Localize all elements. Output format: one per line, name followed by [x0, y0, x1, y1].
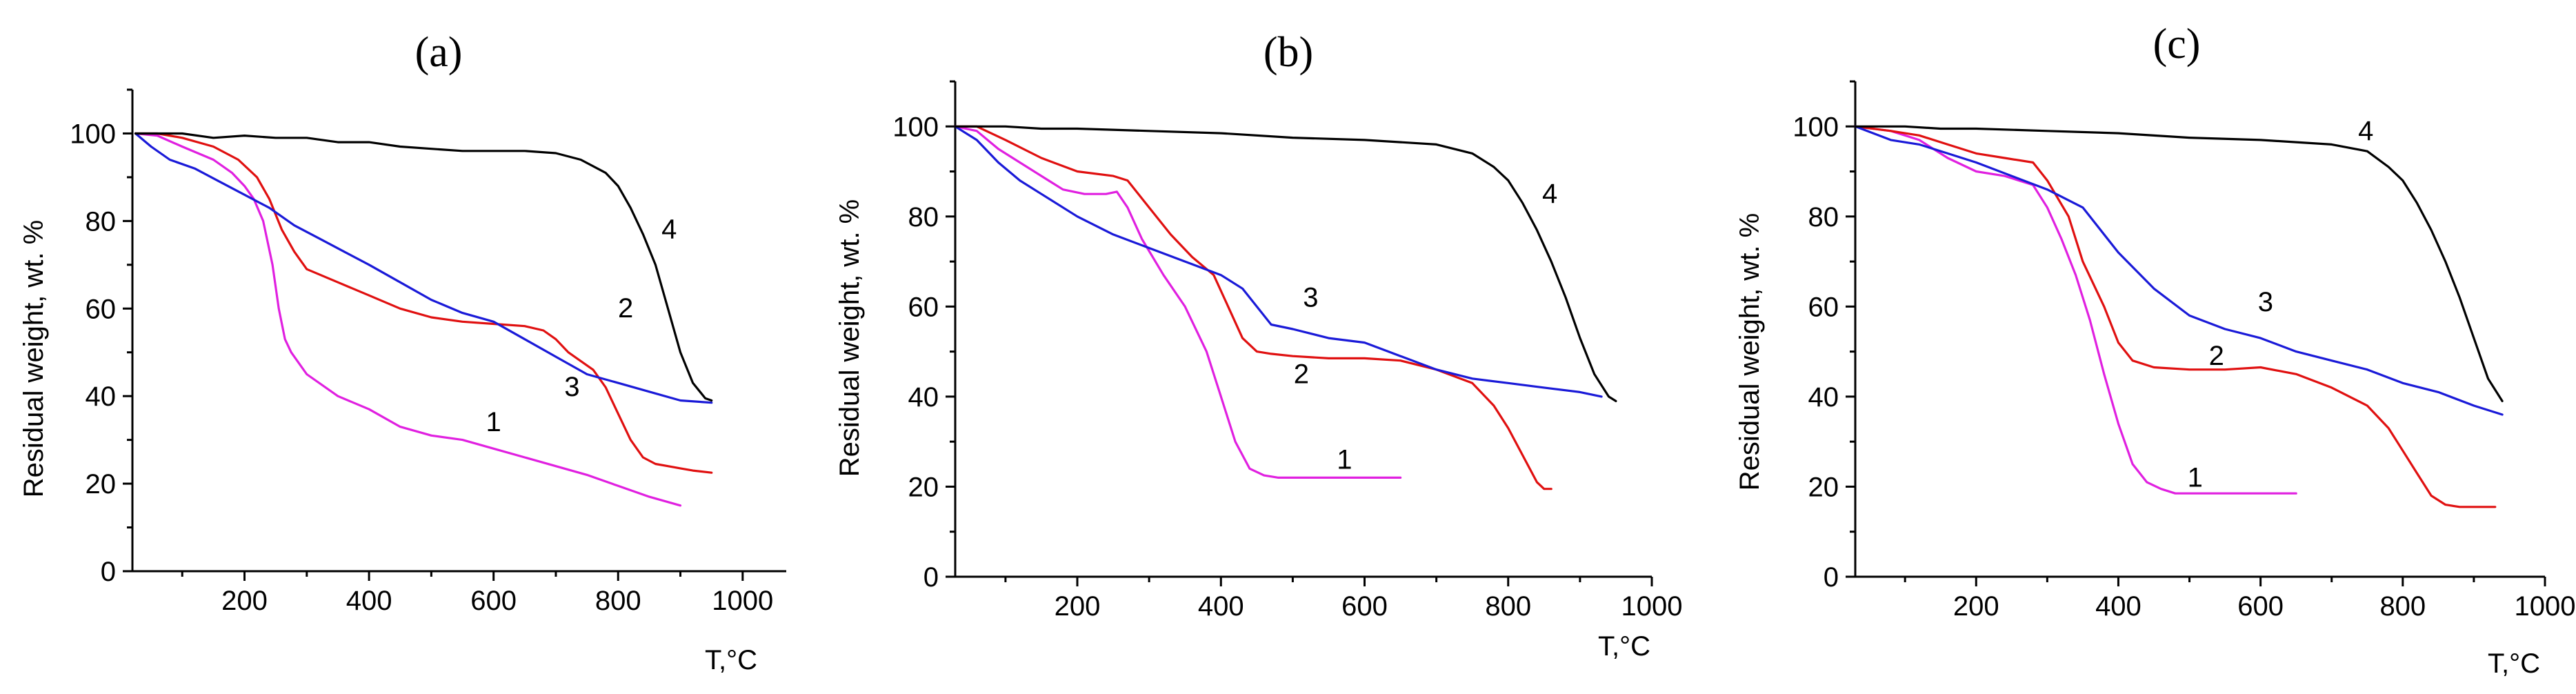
curve-label-4: 4	[2358, 116, 2373, 146]
y-tick-label: 40	[908, 382, 939, 413]
y-axis-title: Residual weight, wt. %	[19, 220, 49, 497]
x-axis-title: T,°C	[705, 645, 757, 675]
curve-label-1: 1	[486, 407, 501, 437]
curve-label-4: 4	[1542, 179, 1557, 209]
x-tick-label: 400	[346, 586, 392, 616]
y-tick-label: 80	[86, 206, 117, 237]
panel-c: (c) 200 400 600 800 1000 0 20 40 60 80 100 Residual …	[1735, 21, 2575, 679]
x-tick-label: 1000	[2515, 591, 2576, 622]
y-axis-title: Residual weight, wt. %	[835, 199, 865, 477]
curve-label-1: 1	[1337, 444, 1352, 475]
x-tick-label: 800	[2379, 591, 2426, 622]
x-axis-title: T,°C	[2488, 648, 2540, 679]
curve-label-2: 2	[618, 293, 633, 324]
x-tick-label: 600	[2237, 591, 2284, 622]
panel-title: (b)	[1264, 29, 1313, 76]
x-tick-label: 200	[1055, 591, 1101, 622]
series-line-4	[954, 125, 1617, 403]
curve-label-3: 3	[564, 372, 579, 402]
curve-label-3: 3	[1303, 282, 1318, 313]
series-line-1	[1854, 125, 2297, 495]
y-tick-label: 100	[1793, 112, 1839, 142]
x-tick-label: 400	[2095, 591, 2141, 622]
x-tick-label: 1000	[1621, 591, 1683, 622]
x-tick-label: 600	[470, 586, 517, 616]
x-tick-label: 200	[221, 586, 268, 616]
series-line-4	[1854, 125, 2504, 403]
y-tick-label: 80	[908, 202, 939, 232]
y-tick-label: 0	[101, 557, 116, 587]
series-line-2	[954, 125, 1552, 490]
x-tick-label: 1000	[712, 586, 773, 616]
curve-label-1: 1	[2188, 462, 2203, 493]
series-line-1	[134, 132, 682, 507]
y-tick-label: 100	[70, 119, 116, 149]
series-line-3	[954, 125, 1603, 398]
series-line-2	[1854, 125, 2497, 508]
curve-label-2: 2	[2209, 341, 2224, 371]
curve-label-2: 2	[1294, 359, 1309, 389]
curve-label-4: 4	[661, 215, 677, 245]
series-line-4	[134, 132, 713, 402]
series-line-3	[134, 132, 713, 404]
y-tick-label: 0	[1824, 562, 1839, 593]
y-tick-label: 20	[86, 469, 117, 499]
series-line-1	[954, 125, 1402, 479]
y-tick-label: 60	[86, 294, 117, 324]
y-tick-label: 0	[923, 562, 939, 593]
y-axis-title: Residual weight, wt. %	[1735, 213, 1765, 490]
x-tick-label: 200	[1953, 591, 1999, 622]
x-tick-label: 800	[595, 586, 641, 616]
y-tick-label: 60	[908, 292, 939, 322]
y-tick-label: 40	[86, 381, 117, 412]
panel-title: (a)	[415, 29, 463, 76]
curve-label-3: 3	[2258, 287, 2273, 317]
y-tick-label: 100	[892, 112, 939, 142]
y-tick-label: 60	[1808, 292, 1839, 322]
x-axis-title: T,°C	[1598, 631, 1650, 662]
y-tick-label: 80	[1808, 202, 1839, 232]
x-tick-label: 600	[1341, 591, 1388, 622]
series-line-3	[1854, 125, 2504, 416]
panel-a: (a) 200 400 600 800 1000 0 20 40 60 80 100 Residual …	[19, 29, 786, 675]
y-tick-label: 20	[1808, 472, 1839, 502]
y-tick-label: 20	[908, 472, 939, 502]
panel-title: (c)	[2153, 21, 2201, 68]
y-tick-label: 40	[1808, 382, 1839, 413]
series-line-2	[134, 132, 713, 474]
x-tick-label: 800	[1485, 591, 1531, 622]
x-tick-label: 400	[1198, 591, 1244, 622]
panel-b: (b) 200 400 600 800 1000 0 20 40 60 80 100 Residual …	[835, 29, 1682, 662]
